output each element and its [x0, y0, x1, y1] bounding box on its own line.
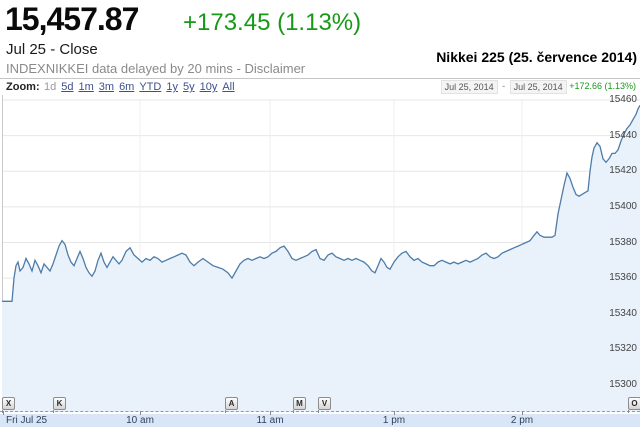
range-link-3m[interactable]: 3m	[98, 81, 115, 93]
chart-plot-area[interactable]	[0, 95, 640, 413]
zoom-label: Zoom:	[6, 81, 40, 93]
y-axis-label: 15380	[609, 236, 637, 248]
news-flag-o[interactable]: O	[628, 397, 640, 410]
x-axis-tick	[522, 411, 523, 415]
y-axis-label: 15400	[609, 200, 637, 212]
price-line-chart[interactable]	[0, 95, 640, 413]
range-link-1m[interactable]: 1m	[78, 81, 94, 93]
y-axis-label: 15440	[609, 129, 637, 141]
news-flag-x[interactable]: X	[2, 397, 15, 410]
session-label: Jul 25 - Close	[6, 41, 98, 58]
range-link-1y[interactable]: 1y	[166, 81, 178, 93]
x-axis-label: 10 am	[126, 415, 154, 426]
y-axis-label: 15460	[609, 94, 637, 105]
range-link-all[interactable]: All	[222, 81, 235, 93]
time-axis-band[interactable]: Fri Jul 25 10 am 11 am 1 pm 2 pm	[0, 414, 640, 427]
y-axis-label: 15320	[609, 343, 637, 355]
zoom-range-links: 1d 5d 1m 3m 6m YTD 1y 5y 10y All	[44, 79, 240, 95]
area-fill	[2, 105, 640, 413]
news-flag-k[interactable]: K	[53, 397, 66, 410]
price-line	[2, 104, 640, 302]
news-flag-stem	[318, 410, 319, 413]
range-link-10y[interactable]: 10y	[199, 81, 218, 93]
x-axis-line	[0, 411, 640, 412]
last-price: 15,457.87	[5, 1, 139, 37]
x-axis-label: 11 am	[256, 415, 284, 426]
delay-note: INDEXNIKKEI data delayed by 20 mins - Di…	[6, 61, 305, 76]
range-link-5d[interactable]: 5d	[61, 81, 74, 93]
range-1d-selected[interactable]: 1d	[44, 81, 57, 93]
x-axis-tick	[140, 411, 141, 415]
y-axis-label: 15360	[609, 272, 637, 284]
news-flag-a[interactable]: A	[225, 397, 238, 410]
x-axis-label: 2 pm	[510, 415, 534, 426]
disclaimer-link[interactable]: Disclaimer	[244, 61, 306, 76]
news-flag-stem	[293, 410, 294, 413]
price-change: +173.45 (1.13%)	[183, 9, 362, 36]
news-flag-stem	[628, 410, 629, 413]
x-axis-tick	[3, 411, 4, 415]
range-end-field[interactable]: Jul 25, 2014	[509, 79, 567, 94]
range-separator: -	[502, 81, 506, 91]
range-change: +172.66 (1.13%)	[569, 81, 636, 91]
date-range-info: Jul 25, 2014 - Jul 25, 2014 +172.66 (1.1…	[440, 79, 636, 94]
chart-toolbar: Zoom: 1d 5d 1m 3m 6m YTD 1y 5y 10y All Jul 25, 20…	[0, 78, 640, 95]
x-axis-tick	[270, 411, 271, 415]
news-flag-stem	[2, 410, 3, 413]
range-link-ytd[interactable]: YTD	[139, 81, 162, 93]
news-flag-stem	[53, 410, 54, 413]
news-flag-v[interactable]: V	[318, 397, 331, 410]
news-flag-m[interactable]: M	[293, 397, 306, 410]
news-flag-stem	[225, 410, 226, 413]
range-start-field[interactable]: Jul 25, 2014	[440, 79, 498, 94]
range-link-6m[interactable]: 6m	[119, 81, 135, 93]
x-axis-label: 1 pm	[382, 415, 406, 426]
delay-text: INDEXNIKKEI data delayed by 20 mins -	[6, 61, 245, 76]
y-axis-label: 15300	[609, 379, 637, 390]
page-title: Nikkei 225 (25. července 2014)	[436, 49, 637, 65]
y-axis-label: 15340	[609, 307, 637, 319]
y-axis-label: 15420	[609, 165, 637, 177]
x-axis-tick	[394, 411, 395, 415]
x-axis-label: Fri Jul 25	[6, 415, 48, 426]
range-link-5y[interactable]: 5y	[182, 81, 195, 93]
